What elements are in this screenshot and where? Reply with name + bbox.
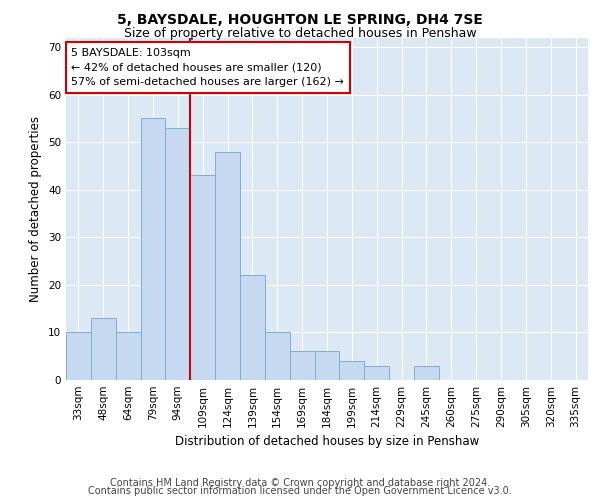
Bar xyxy=(215,152,240,380)
Bar xyxy=(314,352,340,380)
Text: Contains HM Land Registry data © Crown copyright and database right 2024.: Contains HM Land Registry data © Crown c… xyxy=(110,478,490,488)
Text: Contains public sector information licensed under the Open Government Licence v3: Contains public sector information licen… xyxy=(88,486,512,496)
Text: 5 BAYSDALE: 103sqm
← 42% of detached houses are smaller (120)
57% of semi-detach: 5 BAYSDALE: 103sqm ← 42% of detached hou… xyxy=(71,48,344,88)
Bar xyxy=(414,366,439,380)
Bar xyxy=(240,276,265,380)
Bar xyxy=(91,318,116,380)
Bar xyxy=(265,332,290,380)
Text: Size of property relative to detached houses in Penshaw: Size of property relative to detached ho… xyxy=(124,28,476,40)
Text: 5, BAYSDALE, HOUGHTON LE SPRING, DH4 7SE: 5, BAYSDALE, HOUGHTON LE SPRING, DH4 7SE xyxy=(117,12,483,26)
Bar xyxy=(340,361,364,380)
Bar xyxy=(190,176,215,380)
Bar xyxy=(364,366,389,380)
Bar xyxy=(66,332,91,380)
Bar xyxy=(116,332,140,380)
X-axis label: Distribution of detached houses by size in Penshaw: Distribution of detached houses by size … xyxy=(175,436,479,448)
Y-axis label: Number of detached properties: Number of detached properties xyxy=(29,116,43,302)
Bar xyxy=(290,352,314,380)
Bar xyxy=(166,128,190,380)
Bar xyxy=(140,118,166,380)
